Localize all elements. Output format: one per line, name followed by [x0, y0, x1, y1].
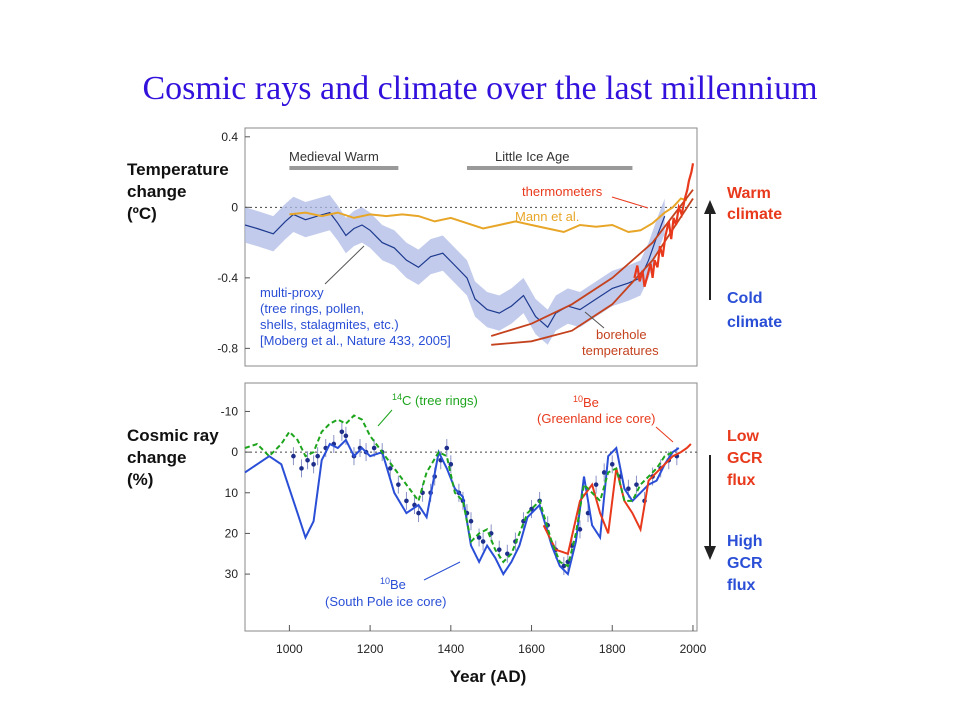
top-panel-marks: 0.4 0 -0.4 -0.8 — [217, 130, 695, 355]
ann-be-greenland-sup: 10 — [573, 394, 583, 404]
ann-proxy-arrow — [324, 245, 365, 285]
xtick-label-4: 1800 — [599, 642, 626, 656]
series-mann — [289, 197, 688, 234]
ann-borehole-2: temperatures — [582, 343, 659, 358]
ann-mann: Mann et al. — [515, 209, 579, 224]
slide-title: Cosmic rays and climate over the last mi… — [142, 70, 818, 107]
ann-be-south-1: 10Be — [380, 576, 406, 592]
top-ylabel-line2: change — [127, 182, 187, 201]
bottom-ylabel-line2: change — [127, 448, 187, 467]
xtick-label-0: 1000 — [276, 642, 303, 656]
ann-be-south-2: (South Pole ice core) — [325, 594, 446, 609]
xtick-label-5: 2000 — [680, 642, 707, 656]
be-point — [371, 445, 377, 451]
right-high-1: High — [727, 533, 763, 550]
ann-proxy-4: [Moberg et al., Nature 433, 2005] — [260, 333, 451, 348]
xtick-label-3: 1600 — [518, 642, 545, 656]
right-low-2: GCR — [727, 450, 763, 467]
top-ylabel-line1: Temperature — [127, 160, 229, 179]
bottom-ytick-label-2: 10 — [225, 486, 239, 500]
high-arrow-head — [704, 546, 716, 560]
top-ytick-label-0: 0.4 — [221, 130, 238, 144]
series-c14-tree-rings — [244, 414, 674, 568]
bottom-ytick-label-4: 30 — [225, 567, 239, 581]
be-point — [609, 462, 615, 467]
be-point — [299, 466, 304, 471]
right-warm-1: Warm — [727, 185, 771, 202]
top-ytick-label-2: -0.4 — [217, 271, 238, 285]
bottom-ylabel-line1: Cosmic ray — [127, 426, 219, 445]
ann-proxy-3: shells, stalagmites, etc.) — [260, 317, 399, 332]
ann-c14-text: C (tree rings) — [402, 393, 478, 408]
be-point — [626, 486, 631, 492]
series-borehole-upper — [490, 189, 694, 337]
ann-c14: 14C (tree rings) — [392, 392, 478, 408]
be-point — [480, 539, 486, 544]
top-ytick-label-3: -0.8 — [217, 341, 238, 355]
bottom-panel-frame — [244, 382, 698, 632]
ann-c14-sup: 14 — [392, 392, 402, 402]
be-point — [291, 453, 296, 459]
be-point — [387, 466, 393, 471]
xtick-label-2: 1400 — [437, 642, 464, 656]
right-warm-2: climate — [727, 206, 782, 223]
right-low-3: flux — [727, 472, 756, 489]
ann-borehole-arrow — [584, 311, 605, 329]
be-point — [593, 482, 599, 487]
top-panel-frame — [244, 127, 698, 367]
be-point — [448, 462, 454, 467]
warm-arrow-head — [704, 200, 716, 214]
be-point — [476, 535, 482, 540]
right-high-3: flux — [727, 577, 756, 594]
series-thermometers — [633, 163, 695, 287]
be-point — [601, 470, 607, 475]
be-point — [577, 527, 583, 532]
be-point — [343, 433, 349, 439]
be-point — [496, 547, 502, 552]
be-point — [311, 462, 316, 467]
ann-be-greenland-el: Be — [583, 395, 599, 410]
ann-thermometers: thermometers — [522, 184, 603, 199]
be-point — [416, 510, 421, 516]
right-high-2: GCR — [727, 555, 763, 572]
top-ytick-label-1: 0 — [231, 200, 238, 214]
series-be-greenland — [542, 443, 692, 556]
be-point — [404, 498, 409, 504]
be-point — [634, 482, 639, 487]
ann-proxy-2: (tree rings, pollen, — [260, 301, 364, 316]
ann-be-greenland-2: (Greenland ice core) — [537, 411, 656, 426]
ann-be-greenland-1: 10Be — [573, 394, 599, 410]
period-lia-label: Little Ice Age — [495, 149, 569, 164]
right-low-1: Low — [727, 428, 760, 445]
period-medieval-label: Medieval Warm — [289, 149, 379, 164]
be-point — [396, 482, 401, 487]
bottom-panel-marks: -10 0 10 20 30 1000 1200 1400 1600 1800 2000 — [221, 404, 707, 656]
xlabel: Year (AD) — [450, 667, 527, 686]
bottom-ytick-label-0: -10 — [221, 404, 239, 418]
right-cold-2: climate — [727, 314, 782, 331]
xtick-label-1: 1200 — [357, 642, 384, 656]
be-point — [339, 429, 345, 435]
ann-proxy-1: multi-proxy — [260, 285, 324, 300]
series-be-south-pole — [244, 438, 680, 577]
ann-be-greenland-arrow — [655, 426, 674, 443]
ann-borehole-1: borehole — [596, 327, 647, 342]
ann-be-south-arrow — [423, 561, 461, 581]
be-point — [505, 551, 510, 557]
be-point — [444, 445, 450, 451]
be-point — [315, 453, 320, 459]
be-point — [468, 518, 474, 524]
ann-c14-arrow — [377, 409, 393, 427]
right-cold-1: Cold — [727, 290, 763, 307]
ann-be-south-el: Be — [390, 577, 406, 592]
bottom-ytick-label-3: 20 — [225, 526, 239, 540]
bottom-ylabel-line3: (%) — [127, 470, 153, 489]
be-point — [561, 563, 567, 569]
be-point — [305, 457, 310, 463]
ann-thermometers-arrow — [611, 196, 649, 209]
top-ylabel-line3: (ºC) — [127, 204, 157, 223]
bottom-ytick-label-1: 0 — [231, 445, 238, 459]
ann-be-south-sup: 10 — [380, 576, 390, 586]
